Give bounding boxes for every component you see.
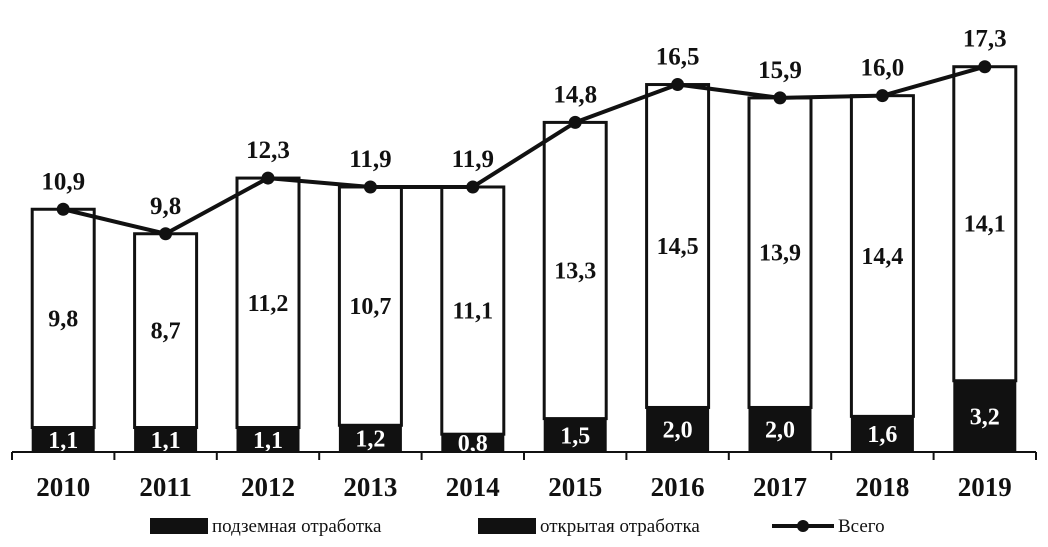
label-open-2019: 14,1 (964, 212, 1006, 238)
total-point-2018 (875, 89, 889, 103)
x-tick-label-2014: 2014 (446, 472, 500, 502)
bar-open-2016 (645, 83, 711, 409)
x-tick-label-2012: 2012 (241, 472, 295, 502)
total-label-2018: 16,0 (861, 55, 905, 82)
segment-labels-layer: 9,8 1,1 8,7 1,1 11,2 1,1 10,7 1,2 11,1 0,8 13,3 1,5… (48, 212, 1006, 457)
label-underground-2015: 1,5 (560, 423, 590, 449)
total-label-2017: 15,9 (758, 57, 802, 84)
total-label-2015: 14,8 (553, 81, 597, 108)
label-underground-2017: 2,0 (765, 418, 795, 444)
x-tick-label-2017: 2017 (753, 472, 807, 502)
label-open-2017: 13,9 (759, 241, 801, 267)
total-label-2012: 12,3 (246, 137, 290, 164)
total-label-2014: 11,9 (452, 146, 494, 173)
bar-underground-2012 (236, 427, 300, 453)
label-open-2016: 14,5 (657, 234, 699, 260)
total-label-2019: 17,3 (963, 26, 1007, 53)
total-point-2016 (671, 78, 685, 92)
x-tick-label-2011: 2011 (139, 472, 192, 502)
bar-underground-2011 (134, 427, 198, 453)
label-open-2015: 13,3 (554, 258, 596, 284)
total-point-2012 (261, 171, 275, 185)
x-tick-label-2015: 2015 (548, 472, 602, 502)
bar-underground-2010 (31, 427, 95, 453)
total-point-2014 (466, 180, 480, 194)
total-point-2010 (56, 202, 70, 216)
total-point-2019 (978, 60, 992, 74)
total-label-2013: 11,9 (349, 146, 391, 173)
label-underground-2019: 3,2 (970, 404, 1000, 430)
total-line-layer (56, 60, 992, 241)
x-tick-label-2013: 2013 (343, 472, 397, 502)
bar-open-2019 (952, 65, 1018, 383)
x-tick-label-2019: 2019 (958, 472, 1012, 502)
label-open-2010: 9,8 (48, 306, 78, 332)
legend-label-open-pit: открытая отработка (540, 516, 700, 537)
label-underground-2013: 1,2 (355, 427, 385, 453)
total-point-2017 (773, 91, 787, 105)
total-point-2015 (568, 115, 582, 129)
label-underground-2014: 0,8 (458, 431, 488, 457)
label-underground-2016: 2,0 (663, 418, 693, 444)
x-tick-labels: 2010 2011 2012 2013 2014 2015 2016 2017 2018 2019 (11, 452, 1037, 502)
label-underground-2011: 1,1 (151, 428, 181, 454)
total-point-2013 (363, 180, 377, 194)
total-label-2011: 9,8 (150, 193, 181, 220)
legend-label-underground: подземная отработка (212, 516, 382, 537)
bar-open-2010 (30, 207, 96, 430)
total-series-line (62, 64, 986, 236)
bar-underground-2016 (646, 406, 710, 453)
total-label-2010: 10,9 (41, 168, 85, 195)
bar-underground-2013 (338, 424, 402, 453)
label-open-2018: 14,4 (861, 244, 903, 270)
label-open-2012: 11,2 (248, 291, 289, 317)
legend-marker-total (797, 520, 809, 532)
label-underground-2010: 1,1 (48, 428, 78, 454)
label-open-2014: 11,1 (452, 299, 493, 325)
label-open-2011: 8,7 (151, 319, 181, 345)
label-open-2013: 10,7 (349, 294, 391, 320)
legend-label-total: Всего (838, 516, 885, 537)
label-underground-2018: 1,6 (867, 422, 897, 448)
total-point-2011 (159, 227, 173, 241)
legend-swatch-open-pit (478, 518, 536, 534)
legend: подземная отработка открытая отработка В… (150, 516, 885, 537)
legend-swatch-underground (150, 518, 208, 534)
bar-open-2018 (849, 94, 915, 418)
x-tick-label-2018: 2018 (855, 472, 909, 502)
bar-underground-2019 (953, 380, 1017, 453)
label-underground-2012: 1,1 (253, 428, 283, 454)
bar-underground-2017 (748, 406, 812, 453)
x-tick-label-2010: 2010 (36, 472, 90, 502)
bar-underground-2018 (850, 415, 914, 453)
total-labels-layer: 10,9 9,8 12,3 11,9 11,9 14,8 16,5 15,9 16,0 17,3 (41, 26, 1006, 220)
total-label-2016: 16,5 (656, 44, 700, 71)
x-tick-label-2016: 2016 (651, 472, 705, 502)
